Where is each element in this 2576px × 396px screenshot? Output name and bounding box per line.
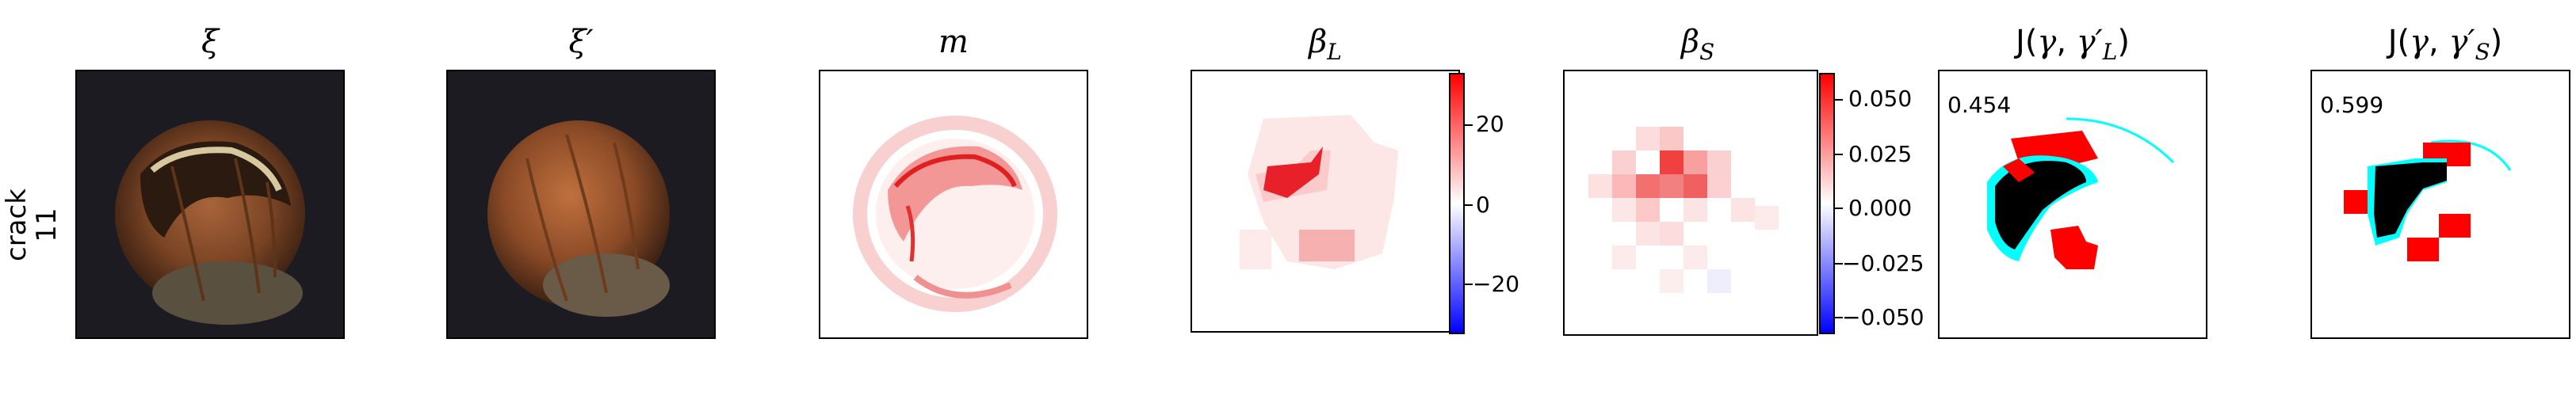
beta-l-tick-label: −20 [1473, 271, 1520, 297]
row-label-line2: 11 [31, 208, 63, 242]
panel-j-l-sep: , [2056, 24, 2077, 60]
panel-j-l-score: 0.454 [1947, 92, 2012, 118]
panel-beta-l-image [1191, 70, 1460, 333]
panel-j-s-title-pre: J( [2387, 24, 2410, 60]
beta-l-colorbar [1449, 73, 1465, 334]
panel-j-s-image [2310, 70, 2570, 339]
panel-beta-l-title: βL [1191, 24, 1460, 65]
row-label: crack 11 [1, 188, 63, 261]
panel-xi-image [75, 70, 345, 339]
panel-j-s-score: 0.599 [2320, 92, 2384, 118]
beta-s-tick-label: 0.050 [1848, 86, 1913, 112]
row-label-line1: crack [1, 188, 32, 261]
panel-j-l-gamma: γ [2037, 24, 2057, 60]
beta-l-tick-mark [1465, 124, 1473, 126]
panel-xi-title: ξ [201, 24, 220, 60]
panel-m-title: m [938, 24, 969, 60]
panel-j-s-gamma-prime: γ′ [2448, 24, 2475, 60]
beta-s-tick-label: 0.000 [1848, 195, 1913, 221]
beta-s-colorbar [1819, 73, 1835, 334]
panel-beta-s-subscript: S [1699, 39, 1715, 65]
beta-s-tick-mark [1835, 154, 1843, 155]
panel-beta-s-image [1563, 70, 1818, 336]
beta-s-tick-label: 0.025 [1848, 141, 1913, 167]
beta-s-tick-mark [1835, 99, 1843, 101]
panel-xi-prime-image [446, 70, 716, 339]
beta-l-tick-label: 20 [1476, 111, 1504, 137]
beta-s-tick-mark [1835, 263, 1843, 265]
beta-l-tick-label: 0 [1476, 192, 1490, 218]
panel-j-s-sep: , [2429, 24, 2449, 60]
panel-j-l-subscript: L [2102, 39, 2118, 65]
panel-j-l-title: J(γ, γ′L) [1938, 24, 2207, 65]
panel-j-l-gamma-prime: γ′ [2076, 24, 2103, 60]
panel-j-s-subscript: S [2475, 39, 2490, 65]
panel-j-l-title-post: ) [2117, 24, 2130, 60]
panel-j-s-gamma: γ [2410, 24, 2429, 60]
panel-j-s-title-post: ) [2490, 24, 2503, 60]
panel-beta-l-symbol: β [1309, 24, 1328, 60]
panel-m-image [819, 70, 1088, 339]
beta-l-tick-mark [1465, 204, 1473, 206]
beta-s-tick-mark [1835, 208, 1843, 209]
beta-s-tick-mark [1835, 317, 1843, 318]
panel-j-l-image [1938, 70, 2207, 339]
beta-l-tick-mark [1465, 284, 1473, 285]
beta-s-tick-label: −0.050 [1842, 304, 1924, 330]
panel-beta-s-symbol: β [1680, 24, 1699, 60]
panel-beta-s-title: βS [1563, 24, 1833, 65]
panel-xi-prime-title: ξ′ [568, 24, 594, 60]
panel-j-l-title-pre: J( [2016, 24, 2038, 60]
panel-beta-l-subscript: L [1327, 39, 1342, 65]
panel-j-s-title: J(γ, γ′S) [2310, 24, 2576, 65]
beta-s-tick-label: −0.025 [1842, 250, 1924, 276]
